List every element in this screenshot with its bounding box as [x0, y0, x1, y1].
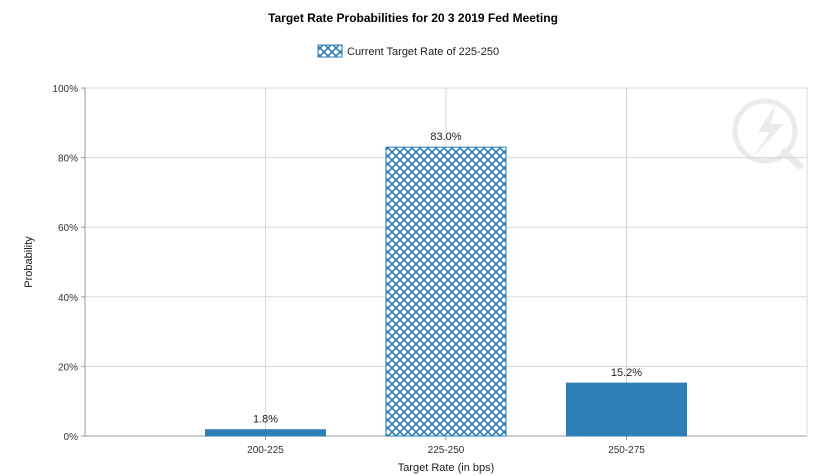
y-axis-label: Probability — [23, 236, 35, 288]
x-tick-label: 200-225 — [247, 445, 284, 456]
bar-200-225 — [205, 429, 326, 437]
x-tick-label: 250-275 — [608, 445, 645, 456]
y-tick-label: 60% — [58, 223, 78, 234]
y-tick-label: 0% — [64, 432, 79, 443]
y-tick-label: 80% — [58, 154, 78, 165]
x-axis-ticks: 200-225 225-250 250-275 — [247, 445, 645, 456]
data-label-250-275: 15.2% — [611, 367, 642, 379]
bar-225-250 — [385, 146, 507, 437]
chart-title: Target Rate Probabilities for 20 3 2019 … — [268, 11, 558, 25]
bar-250-275 — [566, 382, 687, 437]
bars — [205, 146, 687, 437]
x-tick-label: 225-250 — [428, 445, 465, 456]
data-labels: 1.8% 83.0% 15.2% — [253, 131, 642, 426]
x-axis-label: Target Rate (in bps) — [398, 462, 495, 474]
legend-swatch — [317, 44, 343, 58]
data-label-225-250: 83.0% — [430, 131, 461, 143]
y-tick-label: 100% — [52, 84, 78, 95]
data-label-200-225: 1.8% — [253, 414, 278, 426]
legend-label: Current Target Rate of 225-250 — [347, 46, 499, 58]
y-axis-ticks: 0% 20% 40% 60% 80% 100% — [52, 84, 78, 443]
y-tick-label: 40% — [58, 293, 78, 304]
quote-lightning-logo-icon — [732, 98, 804, 170]
legend: Current Target Rate of 225-250 — [317, 44, 499, 58]
y-tick-label: 20% — [58, 362, 78, 373]
